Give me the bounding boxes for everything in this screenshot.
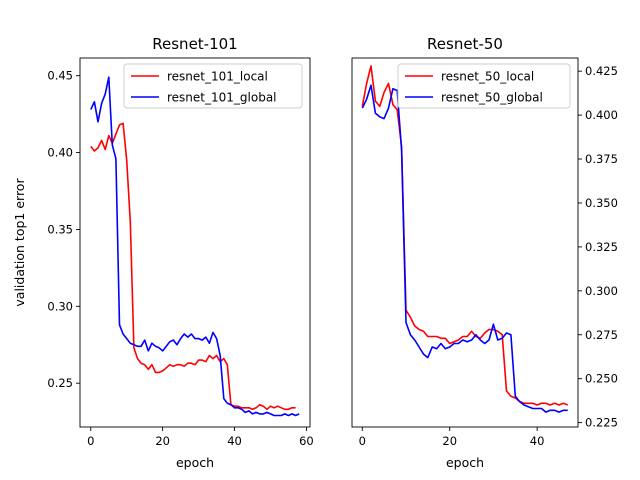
y-tick-label: 0.250 (585, 372, 618, 386)
plot-frame (351, 57, 579, 428)
y-tick-label: 0.35 (47, 222, 73, 236)
y-tick-label: 0.225 (585, 416, 618, 430)
legend-label-resnet-50-local: resnet_50_local (441, 70, 534, 84)
legend-box (397, 63, 571, 109)
y-tick-label: 0.45 (47, 69, 73, 83)
y-tick-label: 0.300 (585, 284, 618, 298)
y-tick-label: 0.25 (47, 376, 73, 390)
plot-frame (79, 57, 311, 428)
y-tick-label: 0.375 (585, 152, 618, 166)
y-tick-label: 0.350 (585, 196, 618, 210)
series-line-resnet-101-local (90, 122, 296, 411)
x-axis-label: epoch (176, 455, 214, 470)
chart-resnet-101: Resnet-101 0 20 40 60 epoch 0.25 0.30 0.35 0.40 0.… (12, 35, 314, 470)
y-tick-label: 0.400 (585, 108, 618, 122)
x-tick-label: 60 (299, 434, 314, 448)
series-line-resnet-50-global (361, 84, 568, 413)
x-tick-label: 40 (227, 434, 242, 448)
legend-box (123, 63, 303, 109)
y-tick-label: 0.40 (47, 146, 73, 160)
y-tick-label: 0.30 (47, 299, 73, 313)
x-tick-label: 0 (359, 434, 366, 448)
x-tick-label: 20 (155, 434, 170, 448)
y-tick-label: 0.275 (585, 328, 618, 342)
chart-resnet-50: Resnet-50 0 20 40 epoch 0.225 0.250 0.275 0.300 0… (351, 35, 618, 470)
chart-title: Resnet-50 (427, 35, 503, 53)
legend-label-resnet-101-local: resnet_101_local (167, 70, 268, 84)
legend-label-resnet-50-global: resnet_50_global (441, 91, 543, 105)
chart-title: Resnet-101 (152, 35, 237, 53)
x-tick-label: 20 (442, 434, 457, 448)
legend-label-resnet-101-global: resnet_101_global (167, 91, 277, 105)
x-tick-label: 40 (530, 434, 545, 448)
y-axis-label: validation top1 error (12, 178, 27, 307)
series-line-resnet-101-global (90, 76, 300, 417)
series-line-resnet-50-local (361, 65, 568, 406)
y-tick-label: 0.425 (585, 64, 618, 78)
x-tick-label: 0 (87, 434, 94, 448)
x-axis-label: epoch (446, 455, 484, 470)
y-tick-label: 0.325 (585, 240, 618, 254)
